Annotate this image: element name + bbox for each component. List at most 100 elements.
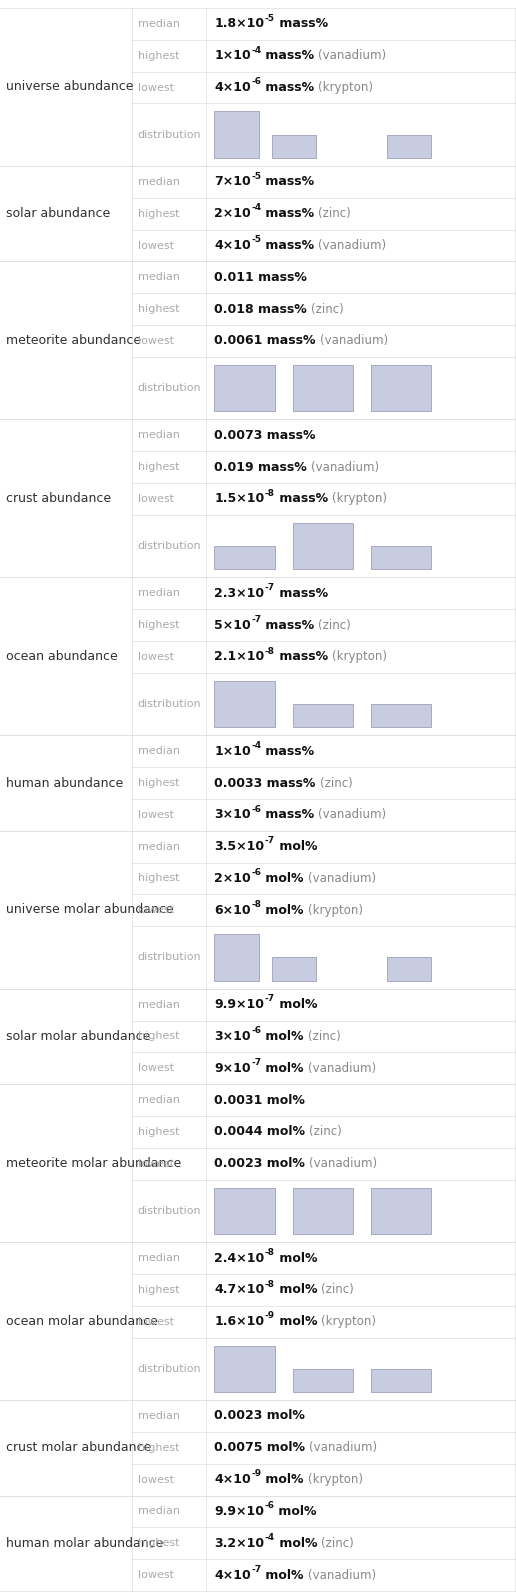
- Text: mol%: mol%: [261, 1062, 303, 1075]
- Text: -6: -6: [251, 804, 261, 813]
- Text: highest: highest: [138, 874, 179, 884]
- Text: -4: -4: [251, 204, 261, 212]
- Text: -8: -8: [251, 900, 261, 909]
- Text: (zinc): (zinc): [320, 777, 352, 790]
- Text: lowest: lowest: [138, 494, 173, 504]
- Text: lowest: lowest: [138, 337, 173, 346]
- Text: 3×10: 3×10: [215, 1030, 251, 1043]
- Text: 2.4×10: 2.4×10: [215, 1252, 265, 1265]
- Bar: [215, 1346, 275, 1392]
- Text: mol%: mol%: [275, 1536, 317, 1550]
- Bar: [215, 1188, 275, 1235]
- Text: (vanadium): (vanadium): [310, 1442, 378, 1455]
- Text: human abundance: human abundance: [6, 777, 123, 790]
- Text: highest: highest: [138, 1286, 179, 1295]
- Text: ocean molar abundance: ocean molar abundance: [6, 1314, 158, 1327]
- Text: highest: highest: [138, 620, 179, 630]
- Text: 1.8×10: 1.8×10: [215, 18, 265, 30]
- Text: median: median: [138, 1506, 180, 1517]
- Text: highest: highest: [138, 209, 179, 219]
- Text: 0.0033 mass%: 0.0033 mass%: [215, 777, 316, 790]
- Text: highest: highest: [138, 1443, 179, 1453]
- Bar: [272, 134, 316, 158]
- Text: mol%: mol%: [261, 1030, 303, 1043]
- Text: 3×10: 3×10: [215, 809, 251, 821]
- Text: 0.011 mass%: 0.011 mass%: [215, 271, 307, 284]
- Text: mol%: mol%: [275, 1252, 317, 1265]
- Text: mol%: mol%: [261, 1474, 304, 1487]
- Text: 9.9×10: 9.9×10: [215, 998, 264, 1011]
- Text: mol%: mol%: [275, 1316, 317, 1329]
- Text: -7: -7: [251, 1565, 261, 1574]
- Text: lowest: lowest: [138, 906, 173, 916]
- Text: (vanadium): (vanadium): [318, 239, 386, 252]
- Text: (krypton): (krypton): [332, 651, 387, 664]
- Text: median: median: [138, 177, 180, 187]
- Text: (vanadium): (vanadium): [311, 461, 379, 474]
- Text: (vanadium): (vanadium): [318, 49, 386, 62]
- Text: highest: highest: [138, 463, 179, 472]
- Text: -6: -6: [251, 868, 261, 877]
- Text: 1.5×10: 1.5×10: [215, 493, 265, 506]
- Text: (krypton): (krypton): [308, 904, 363, 917]
- Text: 2.1×10: 2.1×10: [215, 651, 265, 664]
- Text: lowest: lowest: [138, 1158, 173, 1169]
- Text: 2×10: 2×10: [215, 872, 251, 885]
- Text: mol%: mol%: [275, 841, 317, 853]
- Text: meteorite abundance: meteorite abundance: [6, 333, 141, 346]
- Bar: [293, 523, 353, 569]
- Text: 4×10: 4×10: [215, 239, 251, 252]
- Text: crust molar abundance: crust molar abundance: [6, 1442, 151, 1455]
- Bar: [387, 957, 431, 981]
- Text: median: median: [138, 1096, 180, 1105]
- Text: 1.6×10: 1.6×10: [215, 1316, 265, 1329]
- Text: 3.2×10: 3.2×10: [215, 1536, 265, 1550]
- Text: lowest: lowest: [138, 1064, 173, 1073]
- Text: 3.5×10: 3.5×10: [215, 841, 265, 853]
- Bar: [371, 703, 431, 727]
- Text: 0.0031 mol%: 0.0031 mol%: [215, 1094, 305, 1107]
- Text: mol%: mol%: [261, 1568, 304, 1582]
- Text: (zinc): (zinc): [321, 1284, 354, 1297]
- Text: (krypton): (krypton): [321, 1316, 376, 1329]
- Text: mol%: mol%: [261, 904, 303, 917]
- Text: mass%: mass%: [275, 493, 328, 506]
- Text: 4×10: 4×10: [215, 1474, 251, 1487]
- Text: -5: -5: [251, 172, 261, 180]
- Text: (krypton): (krypton): [332, 493, 387, 506]
- Text: (krypton): (krypton): [308, 1474, 363, 1487]
- Text: highest: highest: [138, 1538, 179, 1549]
- Text: crust abundance: crust abundance: [6, 491, 111, 506]
- Text: ocean abundance: ocean abundance: [6, 649, 118, 664]
- Text: highest: highest: [138, 51, 179, 61]
- Text: 1×10: 1×10: [215, 745, 251, 758]
- Text: 0.0044 mol%: 0.0044 mol%: [215, 1126, 305, 1139]
- Text: 9×10: 9×10: [215, 1062, 251, 1075]
- Text: 9.9×10: 9.9×10: [215, 1506, 264, 1518]
- Text: lowest: lowest: [138, 83, 173, 93]
- Text: -6: -6: [251, 77, 261, 86]
- Text: distribution: distribution: [138, 383, 201, 392]
- Text: (zinc): (zinc): [318, 207, 351, 220]
- Text: (zinc): (zinc): [311, 303, 344, 316]
- Text: mass%: mass%: [261, 81, 314, 94]
- Text: lowest: lowest: [138, 810, 173, 820]
- Text: highest: highest: [138, 1128, 179, 1137]
- Text: -7: -7: [264, 994, 275, 1003]
- Text: (zinc): (zinc): [321, 1536, 354, 1550]
- Text: highest: highest: [138, 1032, 179, 1042]
- Text: distribution: distribution: [138, 129, 201, 140]
- Text: median: median: [138, 431, 180, 440]
- Text: distribution: distribution: [138, 1364, 201, 1373]
- Text: (vanadium): (vanadium): [308, 1568, 376, 1582]
- Text: distribution: distribution: [138, 541, 201, 552]
- Text: (zinc): (zinc): [310, 1126, 342, 1139]
- Text: -7: -7: [265, 584, 275, 592]
- Text: distribution: distribution: [138, 699, 201, 710]
- Text: median: median: [138, 1000, 180, 1010]
- Text: 6×10: 6×10: [215, 904, 251, 917]
- Text: (vanadium): (vanadium): [309, 1158, 377, 1171]
- Text: lowest: lowest: [138, 1569, 173, 1581]
- Text: distribution: distribution: [138, 952, 201, 962]
- Text: -7: -7: [251, 614, 261, 624]
